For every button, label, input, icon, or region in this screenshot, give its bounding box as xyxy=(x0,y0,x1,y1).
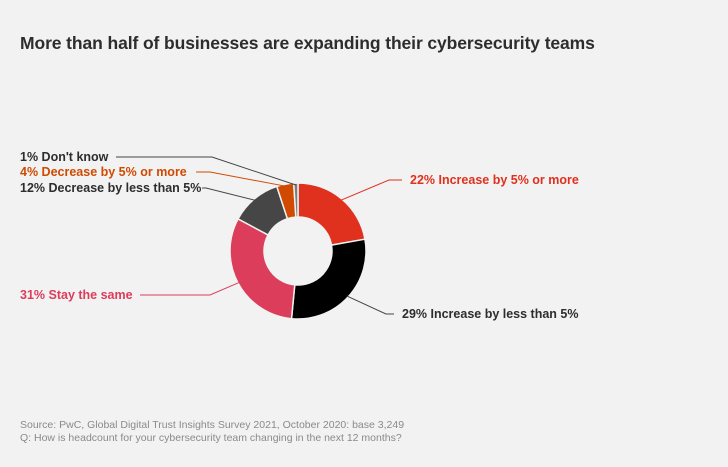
donut-segment-31-stay-the-same xyxy=(229,217,296,320)
leader-line-12-decrease-by-less-than-5 xyxy=(202,187,256,201)
segment-label-31-stay-the-same: 31% Stay the same xyxy=(20,288,133,302)
leader-line-1-don-t-know xyxy=(116,156,297,186)
donut-segment-1-don-t-know xyxy=(292,182,299,218)
segment-label-29-increase-by-less-than-5: 29% Increase by less than 5% xyxy=(402,307,578,321)
donut-segment-29-increase-by-less-than-5 xyxy=(290,238,367,320)
segment-label-12-decrease-by-less-than-5: 12% Decrease by less than 5% xyxy=(20,181,201,195)
donut-segment-22-increase-by-5-or-more xyxy=(297,182,366,246)
source-line: Source: PwC, Global Digital Trust Insigh… xyxy=(20,419,405,431)
segment-label-4-decrease-by-5-or-more: 4% Decrease by 5% or more xyxy=(20,165,187,179)
leader-line-4-decrease-by-5-or-more xyxy=(196,171,286,187)
segment-label-22-increase-by-5-or-more: 22% Increase by 5% or more xyxy=(410,173,579,187)
leader-line-29-increase-by-less-than-5 xyxy=(346,295,394,315)
leader-line-31-stay-the-same xyxy=(140,281,241,296)
leader-line-22-increase-by-5-or-more xyxy=(340,179,402,201)
source-note: Source: PwC, Global Digital Trust Insigh… xyxy=(20,419,404,445)
donut-segments xyxy=(229,182,367,320)
question-line: Q: How is headcount for your cybersecuri… xyxy=(20,432,402,444)
segment-labels: 22% Increase by 5% or more 29% Increase b… xyxy=(20,150,579,321)
leader-lines xyxy=(116,156,402,315)
chart-title: More than half of businesses are expandi… xyxy=(20,33,595,53)
segment-label-1-don-t-know: 1% Don't know xyxy=(20,150,109,164)
